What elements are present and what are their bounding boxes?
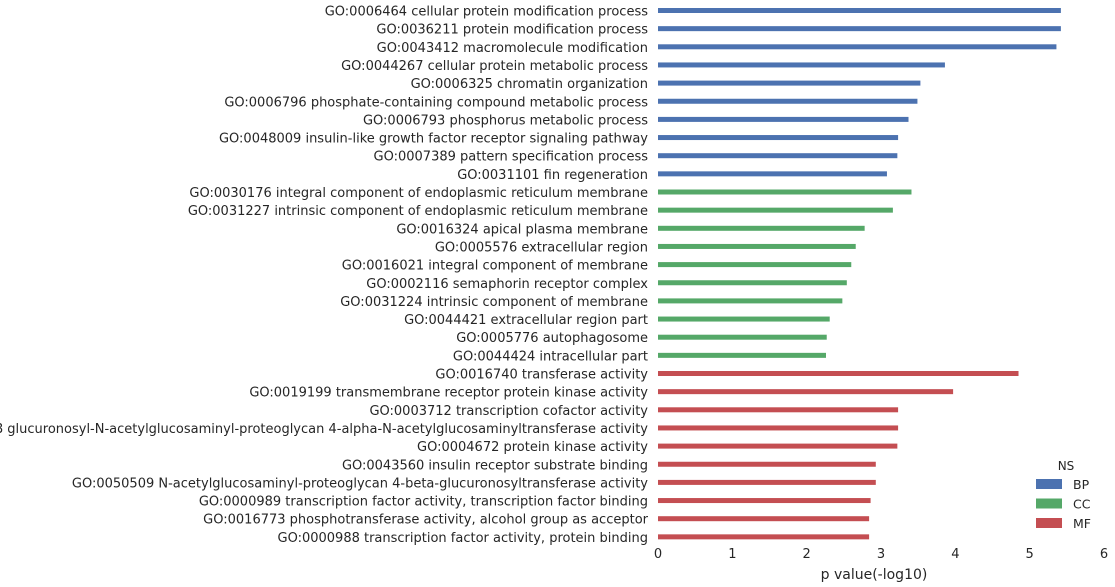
category-label: GO:0005776 autophagosome [456,331,648,346]
bar [658,352,826,358]
bar [658,116,909,122]
legend-entries-group: BP CC MF [1036,477,1091,531]
bar [658,479,876,485]
bar [658,80,921,86]
category-label: GO:0006325 chromatin organization [411,77,648,92]
category-label: GO:0002116 semaphorin receptor complex [366,277,648,292]
category-label: GO:0044424 intracellular part [453,349,648,364]
category-label: GO:0007389 pattern specification process [374,150,649,165]
bar [658,407,899,413]
category-label: GO:0031224 intrinsic component of membra… [340,295,648,310]
category-label: GO:0050508 glucuronosyl-N-acetylglucosam… [0,422,648,437]
category-label: GO:0000989 transcription factor activity… [199,495,648,510]
category-label: GO:0019199 transmembrane receptor protei… [249,386,648,401]
legend-swatch [1036,498,1062,509]
category-label: GO:0016021 integral component of membran… [342,259,648,274]
bar [658,316,830,322]
bar [658,153,898,159]
x-tick-label: 1 [728,547,736,562]
legend-label: BP [1073,477,1090,492]
legend: NS BP CC MF [1036,459,1091,531]
category-label: GO:0016324 apical plasma membrane [396,222,648,237]
category-label: GO:0003712 transcription cofactor activi… [369,404,648,419]
category-label: GO:0044267 cellular protein metabolic pr… [341,59,648,74]
category-label: GO:0006464 cellular protein modification… [325,5,648,20]
legend-swatch [1036,518,1062,528]
x-tick-labels-group: 0 1 2 3 4 5 6 [654,547,1108,562]
category-label: GO:0048009 insulin-like growth factor re… [219,132,648,147]
x-tick-label: 0 [654,547,662,562]
category-label: GO:0044421 extracellular region part [404,313,648,328]
x-tick-label: 2 [803,547,811,562]
bars-group [658,8,1061,540]
x-tick-label: 6 [1100,547,1108,562]
bar [658,389,954,395]
category-label: GO:0030176 integral component of endopla… [189,186,648,201]
category-label: GO:0000988 transcription factor activity… [278,531,649,546]
x-axis-title: p value(-log10) [821,567,928,583]
x-tick-label: 4 [951,547,959,562]
bar [658,171,887,177]
bar [658,62,945,68]
bar [658,135,899,141]
category-labels-group: GO:0006464 cellular protein modification… [0,5,649,546]
bar [658,461,876,467]
category-label: GO:0016740 transferase activity [435,368,648,383]
bar [658,516,870,522]
bar [658,534,870,540]
bar [658,44,1057,50]
bar [658,334,827,340]
category-label: GO:0043560 insulin receptor substrate bi… [342,458,648,473]
legend-title: NS [1058,459,1075,473]
bar [658,298,843,304]
category-label: GO:0043412 macromolecule modification [377,41,648,56]
bar [658,225,865,231]
category-label: GO:0004672 protein kinase activity [417,440,648,455]
legend-swatch [1036,479,1062,489]
category-label: GO:0031101 fin regeneration [457,168,648,183]
category-label: GO:0036211 protein modification process [376,23,648,38]
bar [658,262,852,268]
bar [658,243,856,249]
legend-label: MF [1073,516,1091,531]
category-label: GO:0050509 N-acetylglucosaminyl-proteogl… [72,476,648,491]
x-tick-label: 3 [877,547,885,562]
bar [658,498,871,504]
category-label: GO:0031227 intrinsic component of endopl… [188,204,648,219]
bar [658,189,912,195]
bar [658,443,898,449]
legend-label: CC [1073,497,1091,512]
x-tick-label: 5 [1026,547,1034,562]
bar [658,371,1019,376]
bar [658,425,899,431]
category-label: GO:0006796 phosphate-containing compound… [224,95,648,110]
category-label: GO:0016773 phosphotransferase activity, … [203,513,648,528]
bar [658,8,1061,13]
bar [658,26,1061,32]
bar [658,280,847,286]
category-label: GO:0005576 extracellular region [435,240,648,255]
category-label: GO:0006793 phosphorus metabolic process [363,113,648,128]
bar [658,98,918,104]
bar [658,207,893,213]
